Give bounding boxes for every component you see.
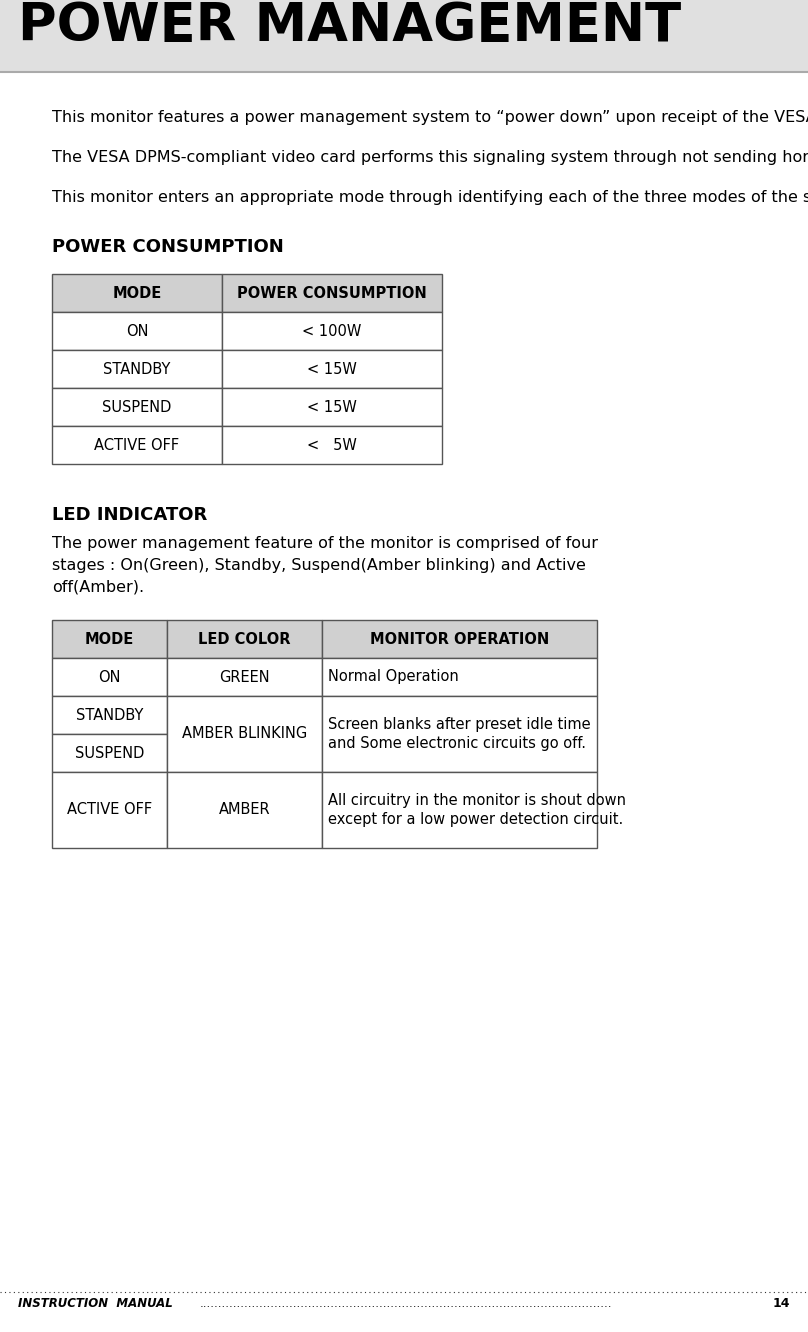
Text: 14: 14 [772,1297,790,1309]
Bar [222,274,442,312]
Bar [52,619,167,658]
Bar [52,697,167,734]
Text: <   5W: < 5W [307,437,357,453]
Bar [52,274,222,312]
Text: ACTIVE OFF: ACTIVE OFF [67,802,152,818]
Bar [52,312,222,350]
Bar [52,350,222,388]
Text: INSTRUCTION  MANUAL: INSTRUCTION MANUAL [18,1297,173,1309]
Text: < 15W: < 15W [307,361,357,377]
Text: SUSPEND: SUSPEND [75,746,144,761]
Text: LED INDICATOR: LED INDICATOR [52,506,207,523]
Bar [167,773,322,848]
Bar [322,773,597,848]
Bar [322,619,597,658]
Text: MODE: MODE [112,285,162,301]
Bar [52,773,167,848]
Bar [322,658,597,697]
Text: MODE: MODE [85,631,134,646]
Bar [322,697,597,773]
Bar [52,658,167,697]
Text: STANDBY: STANDBY [76,707,143,722]
Bar [222,350,442,388]
Text: off(Amber).: off(Amber). [52,579,144,595]
Text: stages : On(Green), Standby, Suspend(Amber blinking) and Active: stages : On(Green), Standby, Suspend(Amb… [52,558,586,573]
Text: ................................................................................: ........................................… [200,1297,612,1309]
Bar [167,658,322,697]
Text: The VESA DPMS-compliant video card performs this signaling system through not se: The VESA DPMS-compliant video card perfo… [52,151,808,165]
Bar [52,388,222,426]
Bar [0,0,808,72]
Text: MONITOR OPERATION: MONITOR OPERATION [370,631,549,646]
Text: < 15W: < 15W [307,400,357,414]
Text: ON: ON [99,670,120,685]
Text: The power management feature of the monitor is comprised of four: The power management feature of the moni… [52,535,598,551]
Bar [222,388,442,426]
Bar [52,734,167,773]
Text: ON: ON [126,324,148,338]
Text: GREEN: GREEN [219,670,270,685]
Text: AMBER BLINKING: AMBER BLINKING [182,726,307,742]
Text: POWER CONSUMPTION: POWER CONSUMPTION [52,238,284,256]
Text: This monitor features a power management system to “power down” upon receipt of : This monitor features a power management… [52,111,808,125]
Bar [222,426,442,464]
Text: Normal Operation: Normal Operation [328,670,459,685]
Text: POWER CONSUMPTION: POWER CONSUMPTION [237,285,427,301]
Text: LED COLOR: LED COLOR [198,631,291,646]
Text: AMBER: AMBER [219,802,271,818]
Text: This monitor enters an appropriate mode through identifying each of the three mo: This monitor enters an appropriate mode … [52,190,808,205]
Text: ACTIVE OFF: ACTIVE OFF [95,437,179,453]
Bar [167,619,322,658]
Text: POWER MANAGEMENT: POWER MANAGEMENT [18,0,681,52]
Bar [222,312,442,350]
Text: All circuitry in the monitor is shout down
except for a low power detection circ: All circuitry in the monitor is shout do… [328,793,626,827]
Text: < 100W: < 100W [302,324,362,338]
Text: Screen blanks after preset idle time
and Some electronic circuits go off.: Screen blanks after preset idle time and… [328,717,591,751]
Text: STANDBY: STANDBY [103,361,170,377]
Bar [167,697,322,773]
Bar [52,426,222,464]
Text: SUSPEND: SUSPEND [103,400,171,414]
